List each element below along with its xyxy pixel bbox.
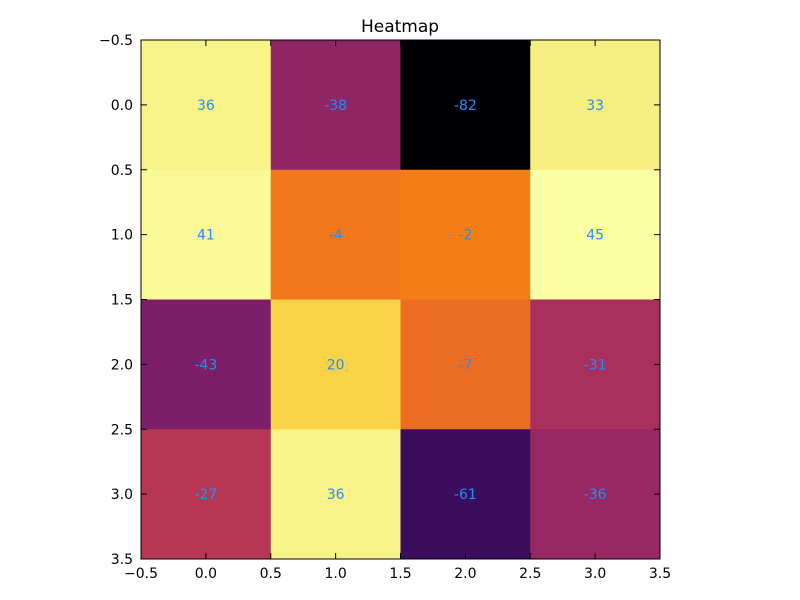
- heatmap-cell: [400, 429, 531, 560]
- x-tick-label: 0.5: [260, 566, 282, 582]
- heatmap-cell-label: -82: [454, 98, 477, 114]
- y-tick-label: 2.0: [111, 357, 133, 373]
- x-tick-label: 1.5: [389, 566, 411, 582]
- heatmap-cells: [141, 40, 661, 560]
- y-tick-label: 2.5: [111, 422, 133, 438]
- y-tick-label: −0.5: [99, 33, 133, 49]
- heatmap-cell-label: -4: [329, 228, 343, 244]
- x-tick-label: 2.0: [454, 566, 476, 582]
- heatmap-cell-label: -36: [584, 487, 607, 503]
- x-axis: −0.5 0.0 0.5 1.0 1.5 2.0 2.5 3.0 3.5: [124, 40, 671, 582]
- heatmap-cell-label: 45: [586, 228, 604, 244]
- heatmap-cell: [530, 299, 661, 430]
- y-tick-label: 0.5: [111, 163, 133, 179]
- heatmap-cell-label: 33: [586, 98, 604, 114]
- y-tick-label: 0.0: [111, 98, 133, 114]
- chart-title: Heatmap: [361, 17, 439, 37]
- heatmap-cell: [400, 169, 531, 300]
- x-tick-label: 3.5: [649, 566, 671, 582]
- heatmap-cell: [141, 299, 272, 430]
- y-tick-label: 3.0: [111, 487, 133, 503]
- y-tick-label: 1.5: [111, 293, 133, 309]
- heatmap-cell-label: -27: [194, 487, 217, 503]
- heatmap-cell-label: -2: [458, 228, 472, 244]
- heatmap-cell: [400, 40, 531, 171]
- y-tick-label: 3.5: [111, 552, 133, 568]
- heatmap-cell: [141, 429, 272, 560]
- heatmap-cell: [530, 40, 661, 171]
- heatmap-cell: [530, 429, 661, 560]
- heatmap-cell-label: 41: [197, 228, 215, 244]
- x-tick-label: −0.5: [124, 566, 158, 582]
- heatmap-cell-label: 36: [197, 98, 215, 114]
- heatmap-cell-label: 36: [327, 487, 345, 503]
- x-tick-label: 3.0: [584, 566, 606, 582]
- heatmap-cell-label: -38: [324, 98, 347, 114]
- y-tick-label: 1.0: [111, 228, 133, 244]
- x-tick-label: 1.0: [324, 566, 346, 582]
- heatmap-cell: [530, 169, 661, 300]
- heatmap-cell: [141, 169, 272, 300]
- heatmap-cell: [270, 40, 401, 171]
- heatmap-cell: [270, 169, 401, 300]
- x-tick-label: 2.5: [519, 566, 541, 582]
- heatmap-cell: [270, 429, 401, 560]
- heatmap-cell-label: 20: [327, 357, 345, 373]
- y-axis: −0.5 0.0 0.5 1.0 1.5 2.0 2.5 3.0 3.5: [99, 33, 660, 568]
- heatmap-cell-label: -7: [458, 357, 472, 373]
- heatmap-cell-label: -61: [454, 487, 477, 503]
- heatmap-cell-label: -43: [194, 357, 217, 373]
- heatmap-cell-labels: 36 -38 -82 33 41 -4 -2 45 -43 20 -7 -31 -27 36 -61 -36: [194, 98, 606, 503]
- heatmap-cell-label: -31: [584, 357, 607, 373]
- heatmap-cell: [400, 299, 531, 430]
- heatmap-cell: [270, 299, 401, 430]
- x-tick-label: 0.0: [195, 566, 217, 582]
- heatmap-cell: [141, 40, 272, 171]
